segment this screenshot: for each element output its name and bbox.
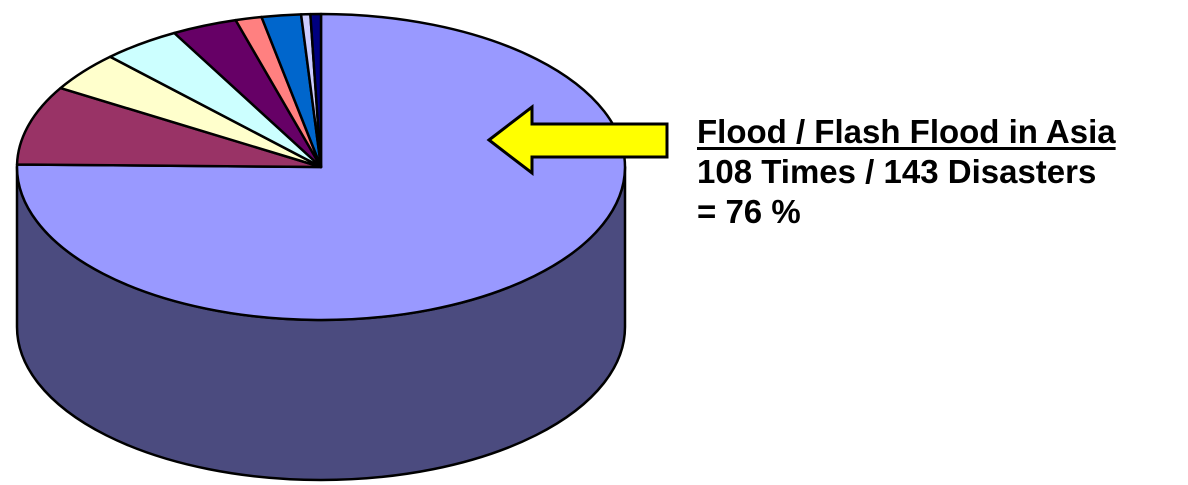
pointer-arrow — [486, 103, 669, 177]
pie-slice-8 — [309, 12, 323, 169]
annotation-count: 108 Times / 143 Disasters — [697, 153, 1097, 190]
annotation-percent: = 76 % — [697, 193, 801, 230]
annotation-headline: Flood / Flash Flood in Asia — [697, 113, 1116, 150]
pie-top — [15, 12, 627, 322]
slice-annotation: Flood / Flash Flood in Asia 108 Times / … — [697, 112, 1116, 232]
pointer-arrow-group — [486, 103, 669, 177]
pie-slice-1 — [15, 86, 323, 169]
